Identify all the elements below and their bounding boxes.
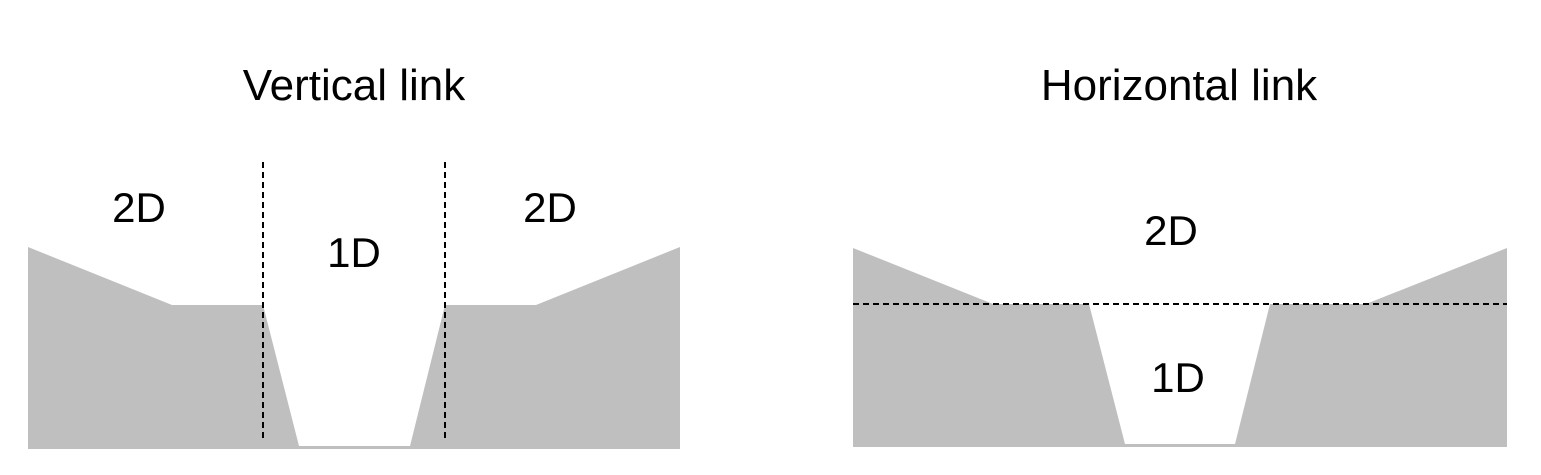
horizontal-link-panel: Horizontal link 2D 1D	[853, 61, 1507, 447]
vertical-link-panel: Vertical link 2D 1D 2D	[28, 61, 680, 449]
vertical-link-right-2d-label: 2D	[523, 184, 577, 231]
vertical-link-title: Vertical link	[243, 61, 467, 110]
horizontal-link-title: Horizontal link	[1041, 61, 1318, 110]
horizontal-link-1d-label: 1D	[1151, 354, 1205, 401]
horizontal-link-channel	[1089, 304, 1270, 444]
horizontal-link-2d-label: 2D	[1144, 207, 1198, 254]
vertical-link-left-2d-label: 2D	[112, 184, 166, 231]
vertical-link-cross-section	[28, 247, 680, 449]
vertical-link-1d-label: 1D	[327, 229, 381, 276]
